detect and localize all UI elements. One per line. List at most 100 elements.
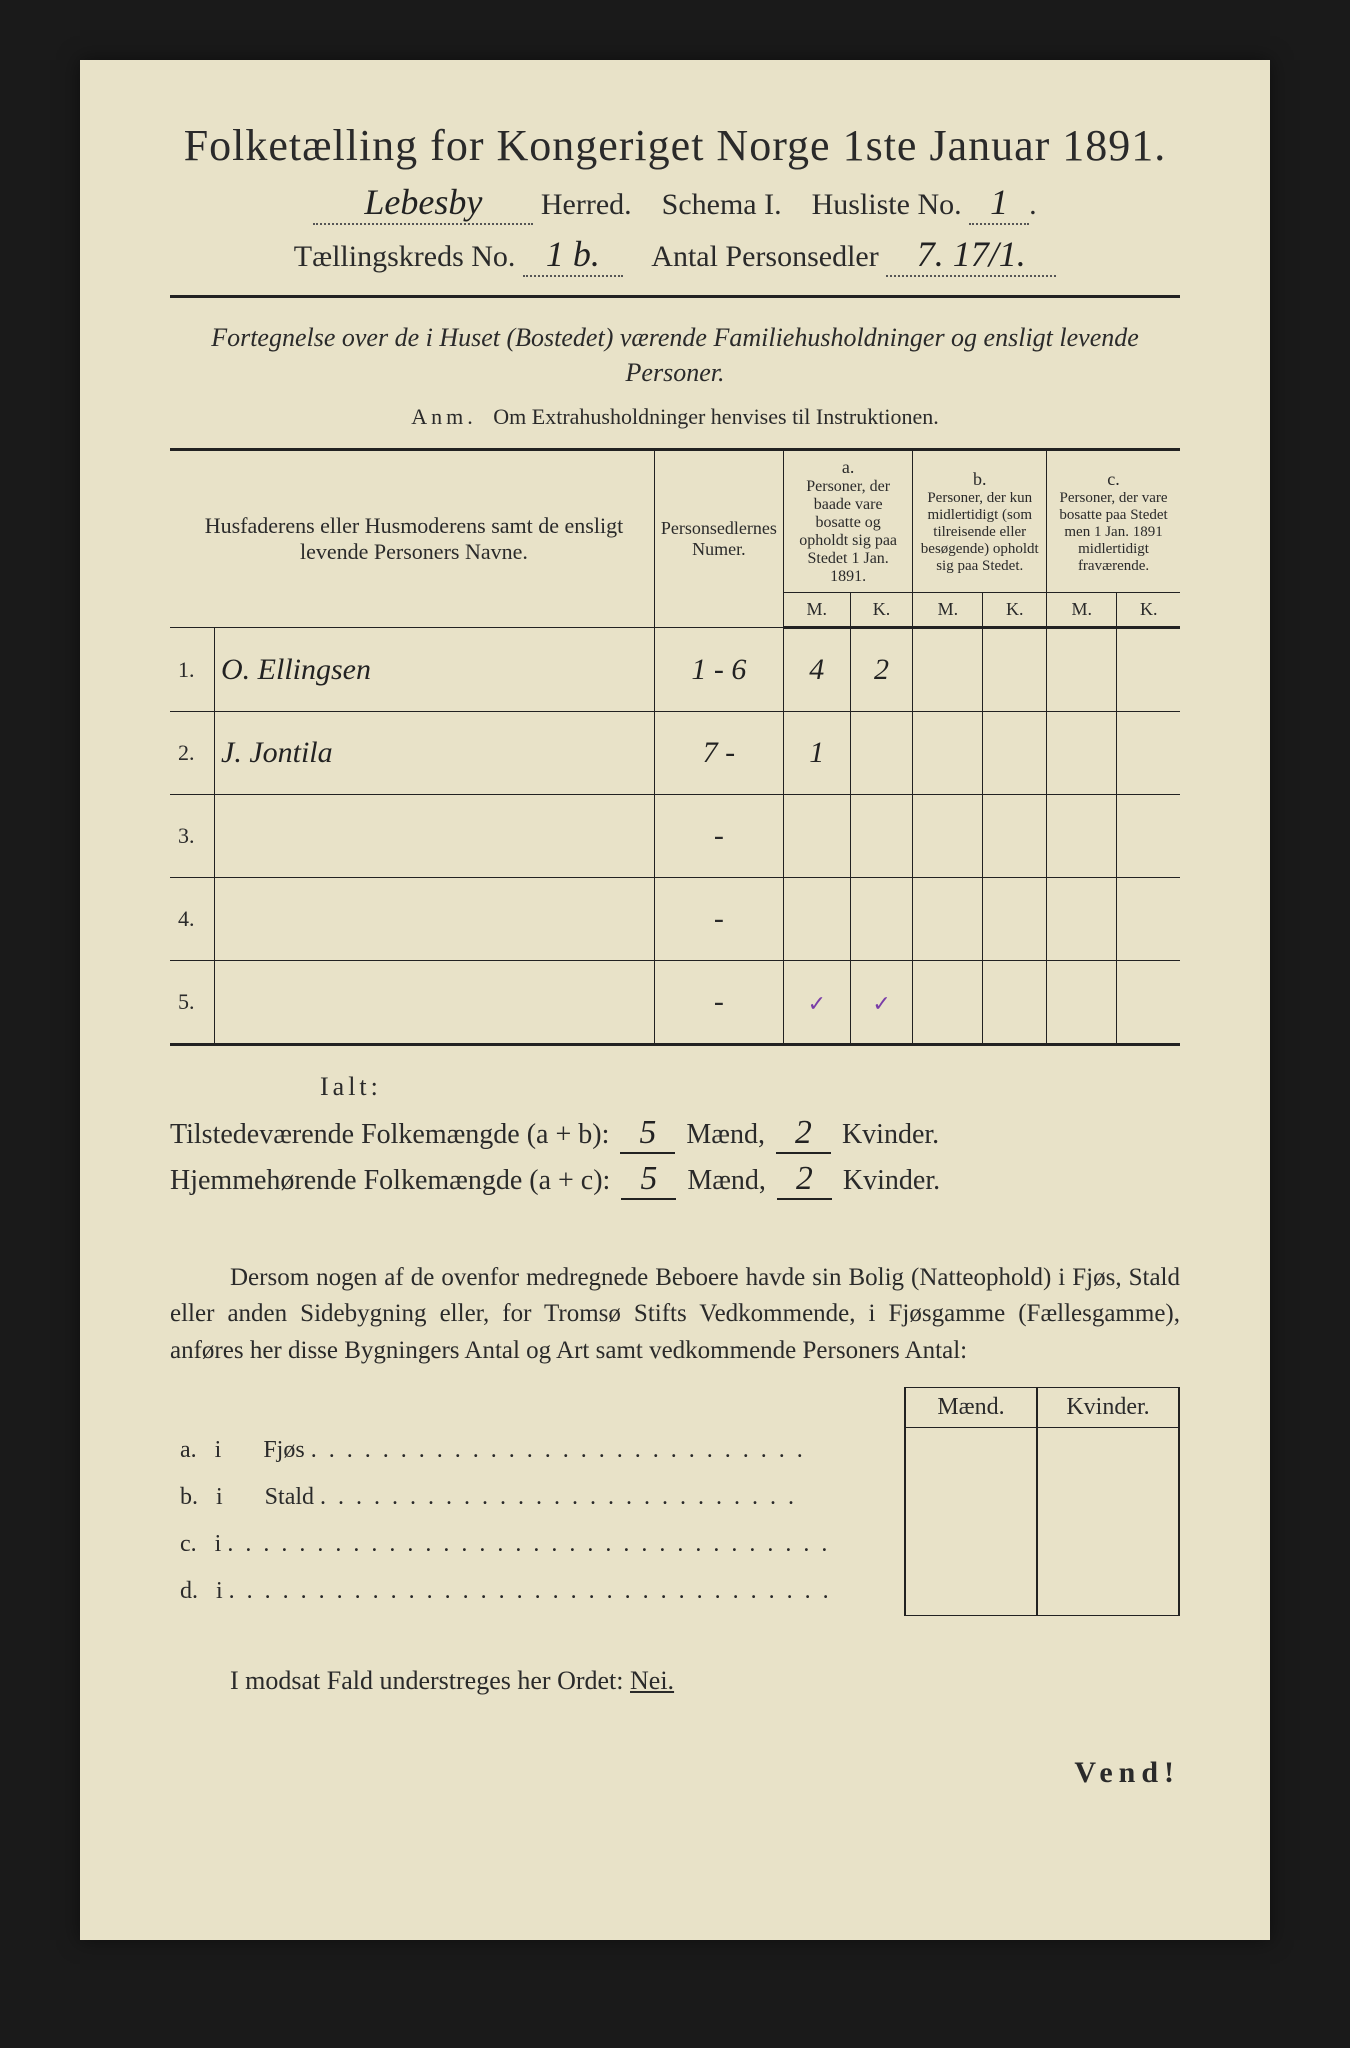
row-aK — [850, 712, 913, 795]
row-bK — [983, 628, 1047, 712]
row-cK — [1117, 712, 1180, 795]
side-label: Fjøs — [263, 1437, 304, 1463]
side-row: c. i . . . . . . . . . . . . . . . . . .… — [170, 1521, 1179, 1568]
anm-text: Om Extrahusholdninger henvises til Instr… — [493, 404, 938, 429]
side-kvinder: Kvinder. — [1037, 1387, 1179, 1427]
col-b-m: M. — [913, 593, 983, 628]
subtitle: Fortegnelse over de i Huset (Bostedet) v… — [200, 320, 1150, 390]
paragraph: Dersom nogen af de ovenfor medregnede Be… — [170, 1260, 1180, 1369]
side-i: i — [216, 1578, 223, 1604]
side-a: b. — [180, 1484, 198, 1510]
nei: Nei. — [630, 1666, 674, 1695]
herred-label: Herred. — [541, 188, 632, 221]
tick-icon: ✓ — [808, 991, 826, 1016]
side-label: Stald — [265, 1484, 314, 1510]
row-cM — [1047, 712, 1117, 795]
col-a-label: a. — [790, 457, 906, 478]
side-a: d. — [180, 1578, 198, 1604]
side-row: b. i Stald . . . . . . . . . . . . . . .… — [170, 1474, 1179, 1521]
row-cM — [1047, 795, 1117, 878]
herred-value: Lebesby — [313, 181, 533, 225]
main-table: Husfaderens eller Husmoderens samt de en… — [170, 448, 1180, 1046]
row-persnum: - — [654, 878, 783, 961]
table-row: 2. J. Jontila 7 - 1 — [170, 712, 1180, 795]
side-table: Mænd. Kvinder. a. i Fjøs . . . . . . . .… — [170, 1387, 1180, 1616]
col-b: b. Personer, der kun midlertidigt (som t… — [913, 450, 1047, 593]
tilst-k: 2 — [776, 1114, 831, 1154]
kvinder-label: Kvinder. — [843, 1165, 940, 1196]
header-line-2: Tællingskreds No. 1 b. Antal Personsedle… — [170, 233, 1180, 277]
husliste-value: 1 — [969, 181, 1029, 225]
side-i: i — [215, 1531, 222, 1557]
row-cK — [1117, 628, 1180, 712]
row-name — [215, 795, 655, 878]
header-line-1: Lebesby Herred. Schema I. Husliste No. 1… — [170, 181, 1180, 225]
row-persnum: - — [654, 795, 783, 878]
divider — [170, 295, 1180, 298]
row-persnum: 1 - 6 — [654, 628, 783, 712]
table-body: 1. O. Ellingsen 1 - 6 4 2 2. J. Jontila … — [170, 628, 1180, 1045]
row-bK — [983, 712, 1047, 795]
row-cK — [1117, 961, 1180, 1045]
col-c-text: Personer, der vare bosatte paa Stedet me… — [1053, 490, 1174, 575]
kreds-value: 1 b. — [523, 233, 623, 277]
row-aM: 1 — [783, 712, 850, 795]
row-num: 2. — [170, 712, 215, 795]
row-bK — [983, 961, 1047, 1045]
sum-hjem: Hjemmehørende Folkemængde (a + c): 5 Mæn… — [170, 1160, 1180, 1200]
col-a-text: Personer, der baade vare bosatte og opho… — [790, 478, 906, 586]
husliste-label: Husliste No. — [812, 188, 962, 221]
row-aM — [783, 795, 850, 878]
col-a-k: K. — [850, 593, 913, 628]
row-cM — [1047, 961, 1117, 1045]
tilst-label: Tilstedeværende Folkemængde (a + b): — [170, 1119, 609, 1150]
row-bK — [983, 878, 1047, 961]
row-name: O. Ellingsen — [215, 628, 655, 712]
row-persnum: - — [654, 961, 783, 1045]
ialt-label: Ialt: — [320, 1072, 1180, 1102]
row-bK — [983, 795, 1047, 878]
side-a: a. — [180, 1437, 197, 1463]
maend-label: Mænd, — [687, 1165, 766, 1196]
dots-icon: . . . . . . . . . . . . . . . . . . . . … — [311, 1437, 806, 1463]
col-c-m: M. — [1047, 593, 1117, 628]
row-cM — [1047, 628, 1117, 712]
row-aK — [850, 795, 913, 878]
side-i: i — [215, 1437, 222, 1463]
row-name — [215, 961, 655, 1045]
col-b-text: Personer, der kun midlertidigt (som tilr… — [919, 490, 1040, 575]
row-num: 4. — [170, 878, 215, 961]
row-aM: ✓ — [783, 961, 850, 1045]
col-names: Husfaderens eller Husmoderens samt de en… — [170, 450, 654, 628]
col-b-k: K. — [983, 593, 1047, 628]
maend-label: Mænd, — [686, 1119, 765, 1150]
row-bM — [913, 961, 983, 1045]
row-aM: 4 — [783, 628, 850, 712]
row-name: J. Jontila — [215, 712, 655, 795]
row-num: 5. — [170, 961, 215, 1045]
modsat-line: I modsat Fald understreges her Ordet: Ne… — [170, 1666, 1180, 1696]
table-row: 5. - ✓ ✓ — [170, 961, 1180, 1045]
page-title: Folketælling for Kongeriget Norge 1ste J… — [170, 120, 1180, 171]
sum-tilst: Tilstedeværende Folkemængde (a + b): 5 M… — [170, 1114, 1180, 1154]
col-numer: Personsedlernes Numer. — [654, 450, 783, 628]
side-row: a. i Fjøs . . . . . . . . . . . . . . . … — [170, 1427, 1179, 1474]
table-row: 1. O. Ellingsen 1 - 6 4 2 — [170, 628, 1180, 712]
row-aM — [783, 878, 850, 961]
schema-label: Schema I. — [662, 188, 782, 221]
row-num: 3. — [170, 795, 215, 878]
table-row: 3. - — [170, 795, 1180, 878]
anm-line: Anm. Om Extrahusholdninger henvises til … — [170, 404, 1180, 430]
side-a: c. — [180, 1531, 197, 1557]
hjem-m: 5 — [621, 1160, 676, 1200]
col-c-k: K. — [1117, 593, 1180, 628]
kvinder-label: Kvinder. — [842, 1119, 939, 1150]
row-num: 1. — [170, 628, 215, 712]
row-bM — [913, 628, 983, 712]
tick-icon: ✓ — [872, 991, 890, 1016]
row-persnum: 7 - — [654, 712, 783, 795]
row-bM — [913, 795, 983, 878]
kreds-label: Tællingskreds No. — [294, 240, 516, 273]
row-aK: ✓ — [850, 961, 913, 1045]
dots-icon: . . . . . . . . . . . . . . . . . . . . … — [229, 1578, 832, 1604]
